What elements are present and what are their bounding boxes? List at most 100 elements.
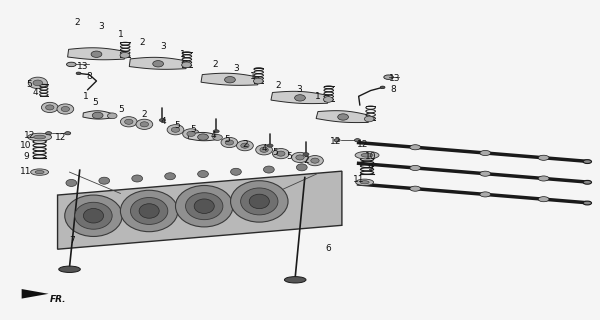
Ellipse shape <box>230 168 241 175</box>
Ellipse shape <box>213 130 219 133</box>
Text: 13: 13 <box>389 74 400 83</box>
Text: 8: 8 <box>86 72 92 81</box>
Text: 7: 7 <box>70 236 76 245</box>
Ellipse shape <box>256 145 272 155</box>
Ellipse shape <box>194 199 214 213</box>
Text: 5: 5 <box>92 98 98 107</box>
Text: 5: 5 <box>224 135 230 144</box>
Ellipse shape <box>480 171 491 176</box>
Ellipse shape <box>583 180 592 184</box>
Polygon shape <box>201 73 259 85</box>
Ellipse shape <box>334 139 340 142</box>
Text: 5: 5 <box>191 125 196 134</box>
Ellipse shape <box>65 195 122 236</box>
Ellipse shape <box>224 76 235 83</box>
Ellipse shape <box>253 78 263 84</box>
Polygon shape <box>58 171 342 249</box>
Ellipse shape <box>91 51 102 57</box>
Text: 2: 2 <box>212 60 218 69</box>
Ellipse shape <box>107 113 117 119</box>
Ellipse shape <box>410 186 421 191</box>
Text: 9: 9 <box>23 152 29 161</box>
Ellipse shape <box>175 186 233 227</box>
Ellipse shape <box>538 197 549 202</box>
Ellipse shape <box>213 135 223 140</box>
Text: 5: 5 <box>26 80 32 89</box>
Ellipse shape <box>130 197 168 224</box>
Ellipse shape <box>99 177 110 184</box>
Ellipse shape <box>41 102 58 113</box>
Text: 9: 9 <box>368 163 374 172</box>
Ellipse shape <box>76 72 81 75</box>
Polygon shape <box>83 111 112 119</box>
Text: 13: 13 <box>77 62 88 71</box>
Ellipse shape <box>160 119 166 122</box>
Text: 10: 10 <box>20 141 32 150</box>
Text: 1: 1 <box>118 30 123 39</box>
Polygon shape <box>188 132 218 141</box>
Ellipse shape <box>277 151 285 156</box>
Ellipse shape <box>197 134 208 140</box>
Text: 1: 1 <box>315 92 321 101</box>
Text: 1: 1 <box>250 72 256 81</box>
Ellipse shape <box>75 202 112 229</box>
Text: 2: 2 <box>139 38 145 47</box>
Text: 4: 4 <box>32 88 38 97</box>
Ellipse shape <box>380 86 385 89</box>
Text: 4: 4 <box>161 117 166 126</box>
Ellipse shape <box>67 62 76 67</box>
Text: 2: 2 <box>74 19 80 28</box>
Ellipse shape <box>355 151 379 159</box>
Ellipse shape <box>480 150 491 156</box>
Text: 3: 3 <box>296 85 302 94</box>
Ellipse shape <box>538 176 549 181</box>
Polygon shape <box>68 48 125 60</box>
Text: 8: 8 <box>390 85 395 94</box>
Ellipse shape <box>185 193 223 220</box>
Ellipse shape <box>260 147 268 152</box>
Ellipse shape <box>583 160 592 164</box>
Ellipse shape <box>236 140 253 151</box>
Ellipse shape <box>338 114 349 120</box>
Text: 10: 10 <box>365 152 376 161</box>
Ellipse shape <box>167 124 184 135</box>
Ellipse shape <box>59 266 80 272</box>
Ellipse shape <box>292 152 308 163</box>
Text: 1: 1 <box>181 50 186 59</box>
Ellipse shape <box>272 148 289 159</box>
Ellipse shape <box>92 112 103 119</box>
Ellipse shape <box>28 133 52 141</box>
Ellipse shape <box>34 135 46 139</box>
Text: 12: 12 <box>55 132 66 141</box>
Ellipse shape <box>197 171 208 178</box>
Text: 6: 6 <box>326 244 332 253</box>
Ellipse shape <box>121 117 137 127</box>
Text: 11: 11 <box>353 175 364 184</box>
Ellipse shape <box>296 155 304 160</box>
Ellipse shape <box>267 144 273 147</box>
Ellipse shape <box>323 97 333 102</box>
Ellipse shape <box>121 190 178 232</box>
Ellipse shape <box>182 129 199 139</box>
Polygon shape <box>129 57 187 69</box>
Text: 12: 12 <box>330 137 341 146</box>
Text: 2: 2 <box>275 81 281 90</box>
Ellipse shape <box>303 153 309 156</box>
Ellipse shape <box>410 145 421 150</box>
Ellipse shape <box>384 75 394 79</box>
Ellipse shape <box>410 165 421 171</box>
Ellipse shape <box>364 116 374 122</box>
Text: 5: 5 <box>272 148 278 157</box>
Polygon shape <box>271 91 329 104</box>
Ellipse shape <box>46 132 52 135</box>
Ellipse shape <box>307 156 323 166</box>
Text: 3: 3 <box>233 64 239 73</box>
Text: 2: 2 <box>303 156 309 165</box>
Ellipse shape <box>583 201 592 205</box>
Ellipse shape <box>66 180 77 187</box>
Ellipse shape <box>241 188 278 215</box>
Ellipse shape <box>249 194 269 209</box>
Ellipse shape <box>83 209 104 223</box>
Text: 3: 3 <box>98 22 104 31</box>
Text: 12: 12 <box>24 131 35 140</box>
